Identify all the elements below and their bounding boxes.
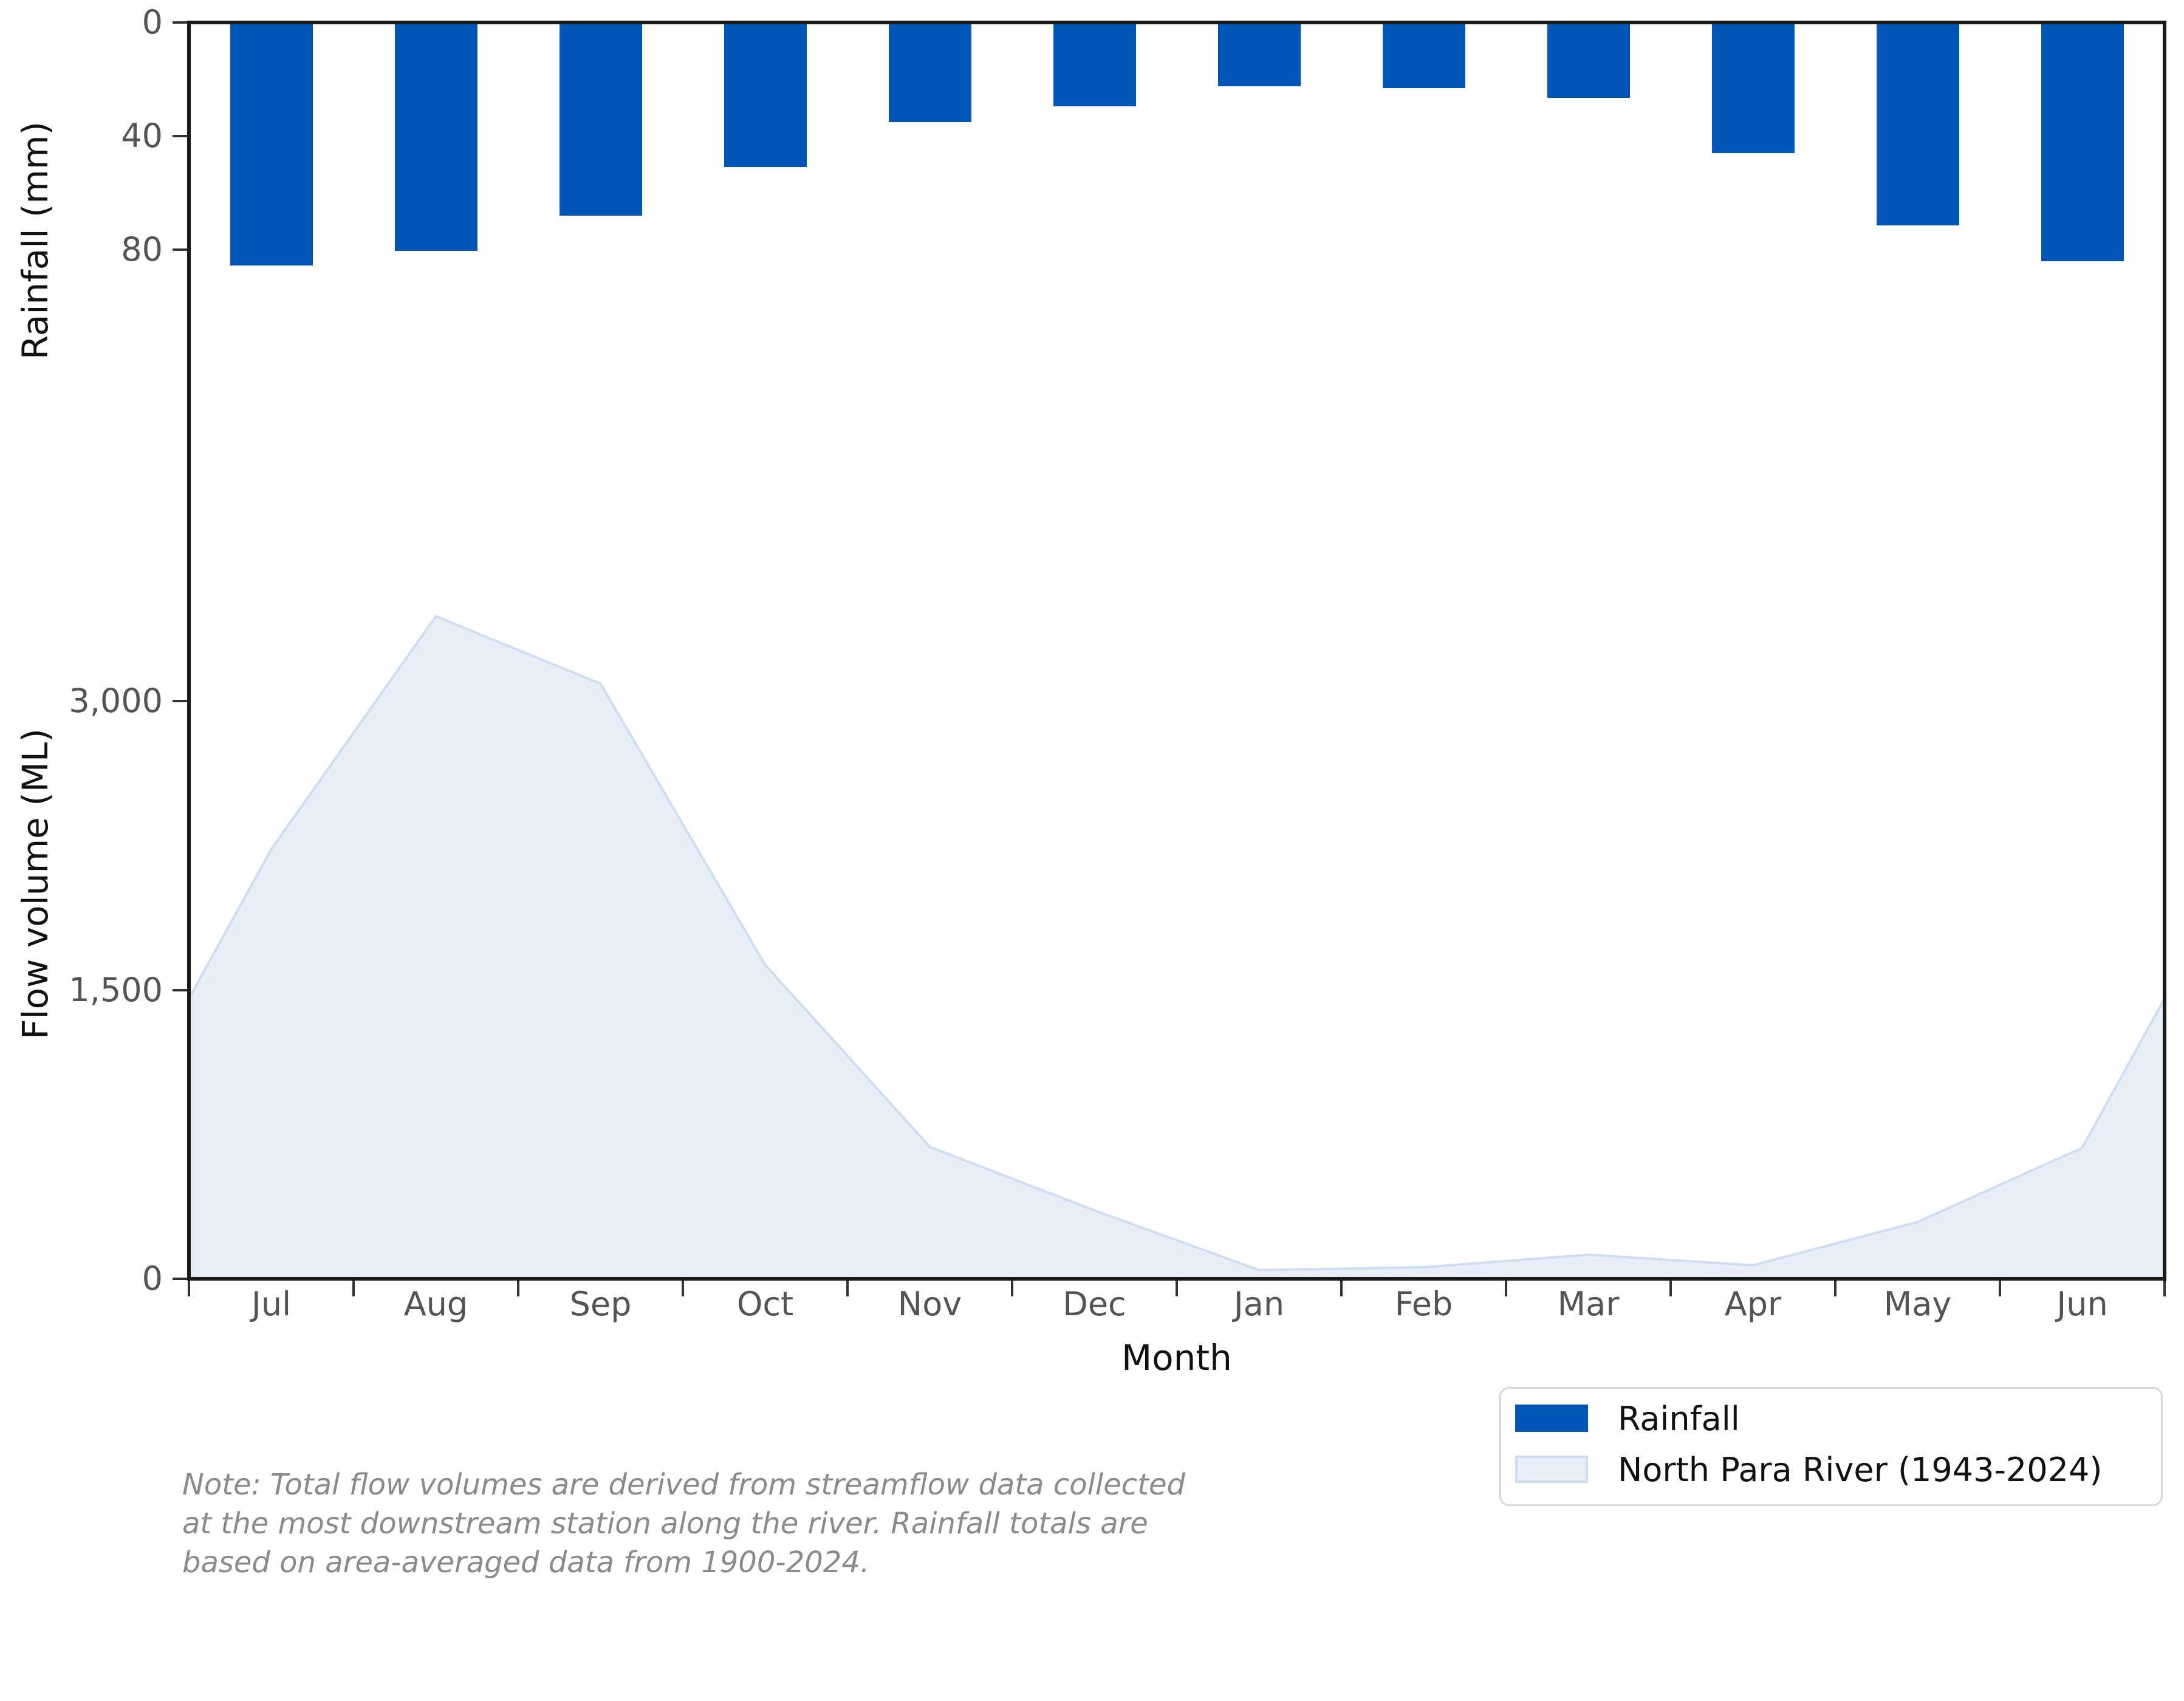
rainfall-bar-jul [230,22,313,265]
rainfall-bar-may [1876,22,1959,226]
y-axis-label-rainfall: Rainfall (mm) [15,121,56,360]
note-line-1: Note: Total flow volumes are derived fro… [182,1468,1186,1502]
x-tick-mark [1176,1281,1178,1296]
rainfall-ytick-label: 0 [142,3,163,41]
x-tick-mark [1999,1281,2001,1296]
rainfall-ytick-mark [173,21,189,24]
flow-ytick-label: 3,000 [69,682,163,720]
flow-area-chart [189,615,2165,1279]
flow-ytick-mark [173,700,189,702]
rainfall-bar-jan [1217,22,1301,87]
legend: Rainfall North Para River (1943-2024) [1499,1387,2163,1506]
flow-ytick-label: 1,500 [69,970,163,1009]
legend-swatch-river [1515,1456,1588,1483]
rainfall-ytick-label: 80 [121,230,163,269]
note-line-3: based on area-averaged data from 1900-20… [182,1545,870,1580]
rainfall-bar-feb [1382,22,1465,88]
month-label-dec: Dec [1063,1285,1126,1323]
plot-spine-left [187,21,191,1281]
x-tick-mark [682,1281,684,1296]
rainfall-bar-apr [1711,22,1795,154]
x-tick-mark [1669,1281,1672,1296]
rainfall-bar-oct [724,22,807,168]
legend-label-river: North Para River (1943-2024) [1618,1451,2103,1489]
y-axis-label-flow: Flow volume (ML) [15,728,56,1039]
rainfall-bar-dec [1053,22,1136,106]
month-label-jul: Jul [251,1285,292,1323]
x-tick-mark [1834,1281,1837,1296]
month-label-jun: Jun [2056,1285,2108,1323]
x-axis-title: Month [1121,1337,1232,1378]
month-label-oct: Oct [736,1285,794,1323]
flow-area-edge [189,615,2165,1271]
x-tick-mark [1011,1281,1013,1296]
x-tick-mark [1505,1281,1507,1296]
flow-area-fill [189,616,2165,1279]
flow-ytick-mark [173,1278,189,1280]
plot-spine-bottom [187,1277,2166,1281]
legend-label-rainfall: Rainfall [1618,1400,1740,1438]
month-label-apr: Apr [1724,1285,1782,1323]
legend-swatch-rainfall [1515,1405,1588,1432]
flow-ytick-label: 0 [142,1259,163,1298]
x-tick-mark [846,1281,849,1296]
note-text: Note: Total flow volumes are derived fro… [182,1465,1185,1582]
plot-spine-right [2163,21,2166,1281]
x-tick-mark [1340,1281,1343,1296]
rainfall-bar-mar [1547,22,1630,98]
rainfall-ytick-mark [173,248,189,251]
rainfall-ytick-mark [173,135,189,137]
x-tick-mark [2163,1281,2166,1296]
note-line-2: at the most downstream station along the… [182,1507,1148,1541]
rainfall-bar-jun [2041,22,2124,261]
month-label-aug: Aug [403,1285,468,1323]
month-label-sep: Sep [569,1285,632,1323]
rainfall-bar-nov [888,22,971,122]
month-label-feb: Feb [1394,1285,1453,1323]
month-label-mar: Mar [1557,1285,1620,1323]
rainfall-bar-sep [559,22,642,216]
x-tick-mark [517,1281,519,1296]
x-tick-mark [188,1281,190,1296]
flow-ytick-mark [173,988,189,991]
month-label-nov: Nov [897,1285,962,1323]
x-tick-mark [352,1281,355,1296]
rainfall-bar-aug [394,22,478,252]
month-label-jan: Jan [1233,1285,1285,1323]
month-label-may: May [1883,1285,1952,1323]
plot-spine-top [187,21,2166,24]
rainfall-ytick-label: 40 [121,117,163,155]
